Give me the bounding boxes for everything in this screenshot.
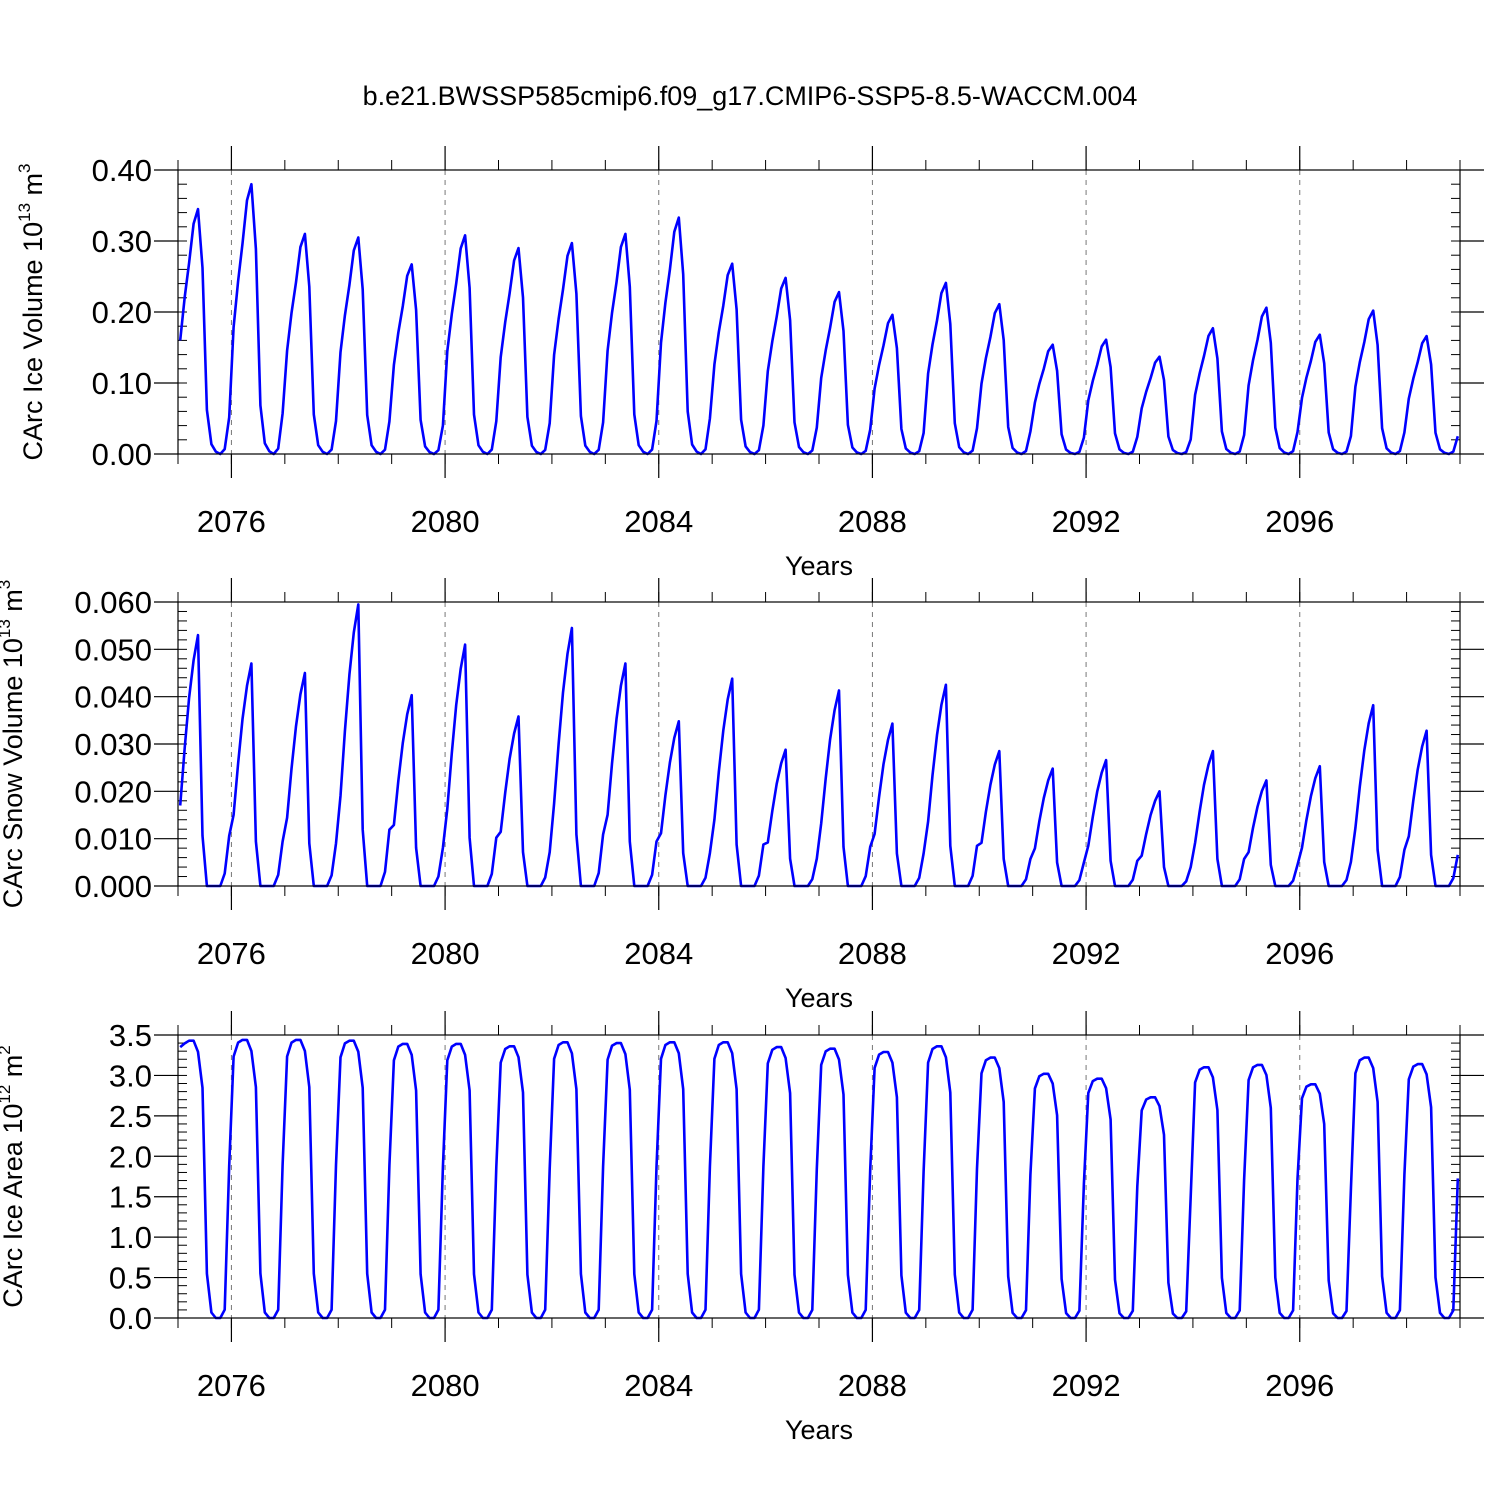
x-tick-label: 2096: [1265, 1368, 1334, 1403]
y-tick-label: 0.10: [92, 366, 152, 401]
y-tick-label: 0.040: [74, 680, 152, 715]
x-tick-label: 2080: [411, 936, 480, 971]
y-axis-label: CArc Ice Area 1012 m2: [0, 1045, 28, 1308]
chart-panel-3: 0.0 0.5 1.0 1.5 2.0 2.5 3.0 3.5 2076 2080 2084 2088…: [0, 1011, 1484, 1445]
y-tick-label: 2.0: [109, 1139, 152, 1174]
x-tick-label: 2084: [624, 1368, 693, 1403]
y-axis-label: CArc Ice Volume 1013 m3: [15, 163, 48, 460]
y-tick-label: 0.40: [92, 153, 152, 188]
x-tick-label: 2092: [1052, 1368, 1121, 1403]
series-line: [178, 603, 1460, 888]
y-tick-label: 1.0: [109, 1220, 152, 1255]
y-tick-label: 0.000: [74, 869, 152, 904]
x-tick-label: 2088: [838, 1368, 907, 1403]
x-tick-label: 2096: [1265, 936, 1334, 971]
chart-panel-2: 0.000 0.010 0.020 0.030 0.040 0.050 0.060 2076 2…: [0, 578, 1484, 1013]
y-tick-label: 3.0: [109, 1058, 152, 1093]
figure-title: b.e21.BWSSP585cmip6.f09_g17.CMIP6-SSP5-8…: [363, 81, 1138, 111]
series-line: [179, 1038, 1460, 1320]
y-tick-label: 0.060: [74, 585, 152, 620]
y-tick-label: 0.00: [92, 437, 152, 472]
x-tick-label: 2092: [1052, 504, 1121, 539]
y-tick-label: 0.0: [109, 1301, 152, 1336]
x-axis-label: Years: [785, 551, 853, 581]
x-tick-label: 2092: [1052, 936, 1121, 971]
y-tick-label: 0.20: [92, 295, 152, 330]
chart-panel-1: 0.00 0.10 0.20 0.30 0.40 2076 2080 2084 2088 2092…: [15, 146, 1484, 581]
plot-frame: [177, 169, 1461, 455]
y-tick-label: 0.30: [92, 224, 152, 259]
x-tick-label: 2096: [1265, 504, 1334, 539]
x-tick-label: 2076: [197, 1368, 266, 1403]
plot-frame: [177, 1034, 1461, 1319]
x-tick-label: 2080: [411, 504, 480, 539]
y-tick-label: 0.050: [74, 632, 152, 667]
y-tick-label: 3.5: [109, 1018, 152, 1053]
y-tick-label: 1.5: [109, 1180, 152, 1215]
y-tick-label: 0.5: [109, 1261, 152, 1296]
x-axis-label: Years: [785, 983, 853, 1013]
series-line: [178, 182, 1460, 456]
plot-frame: [177, 601, 1461, 887]
x-tick-label: 2080: [411, 1368, 480, 1403]
x-tick-label: 2076: [197, 504, 266, 539]
y-tick-label: 0.020: [74, 774, 152, 809]
y-tick-label: 0.010: [74, 822, 152, 857]
y-tick-label: 2.5: [109, 1099, 152, 1134]
x-tick-label: 2088: [838, 504, 907, 539]
chart-panels: 0.00 0.10 0.20 0.30 0.40 2076 2080 2084 2088 2092…: [0, 146, 1484, 1445]
x-tick-label: 2084: [624, 504, 693, 539]
x-tick-label: 2076: [197, 936, 266, 971]
y-axis-label: CArc Snow Volume 1013 m3: [0, 580, 28, 909]
x-tick-label: 2084: [624, 936, 693, 971]
x-axis-label: Years: [785, 1415, 853, 1445]
y-tick-label: 0.030: [74, 727, 152, 762]
x-tick-label: 2088: [838, 936, 907, 971]
